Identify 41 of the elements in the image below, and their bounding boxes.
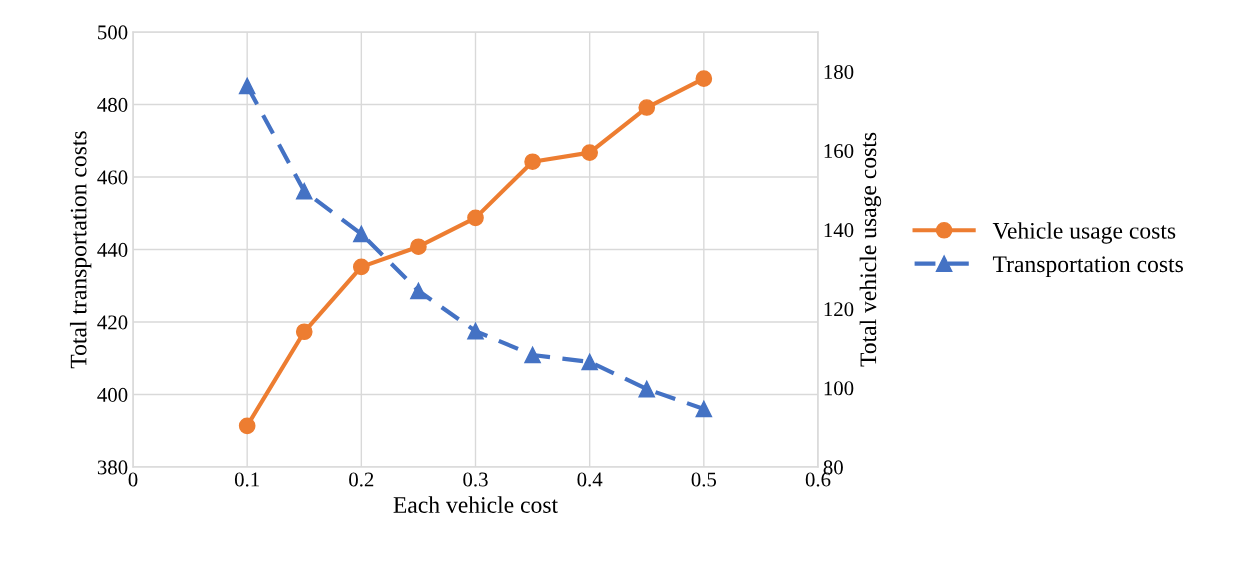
point bbox=[410, 282, 427, 300]
y2-tick-label: 140 bbox=[824, 223, 854, 238]
point bbox=[467, 209, 484, 227]
point bbox=[638, 380, 656, 398]
x-tick-label: 0.1 bbox=[234, 472, 259, 487]
x-tick-label: 0.2 bbox=[349, 472, 374, 487]
y-tick-label: 500 bbox=[98, 25, 128, 40]
point bbox=[695, 400, 713, 418]
y2-tick-label: 160 bbox=[824, 144, 854, 159]
point bbox=[410, 238, 427, 256]
y2-tick-label: 100 bbox=[824, 381, 854, 396]
x-axis-title: Each vehicle cost bbox=[393, 496, 558, 513]
point bbox=[295, 182, 313, 200]
y2-axis-title: Total vehicle usage costs bbox=[859, 132, 882, 367]
point bbox=[295, 323, 313, 341]
legend-label: Vehicle usage costs bbox=[992, 222, 1176, 244]
legend-label: Transportation costs bbox=[992, 256, 1183, 277]
x-tick-label: 0 bbox=[128, 472, 138, 487]
point bbox=[638, 99, 656, 116]
point bbox=[238, 77, 256, 95]
point bbox=[524, 346, 541, 364]
point bbox=[352, 258, 370, 276]
point bbox=[238, 417, 256, 435]
y-tick-label: 400 bbox=[97, 387, 128, 402]
y-tick-label: 380 bbox=[97, 460, 128, 475]
y-tick-label: 480 bbox=[97, 97, 128, 112]
point bbox=[695, 70, 713, 87]
x-tick-label: 0.4 bbox=[577, 472, 603, 487]
point bbox=[581, 144, 599, 161]
point bbox=[581, 353, 599, 371]
point bbox=[352, 225, 370, 243]
x-tick-label: 0.3 bbox=[463, 472, 488, 487]
y2-tick-label: 180 bbox=[824, 64, 854, 79]
point bbox=[524, 153, 541, 171]
y-tick-label: 440 bbox=[97, 242, 128, 257]
y-tick-label: 460 bbox=[97, 170, 128, 185]
point bbox=[467, 322, 484, 340]
x-tick-label: 0.5 bbox=[691, 472, 717, 487]
y2-tick-label: 120 bbox=[824, 302, 854, 317]
y-axis-title: Total transportation costs bbox=[69, 131, 92, 369]
y-tick-label: 420 bbox=[97, 315, 128, 330]
